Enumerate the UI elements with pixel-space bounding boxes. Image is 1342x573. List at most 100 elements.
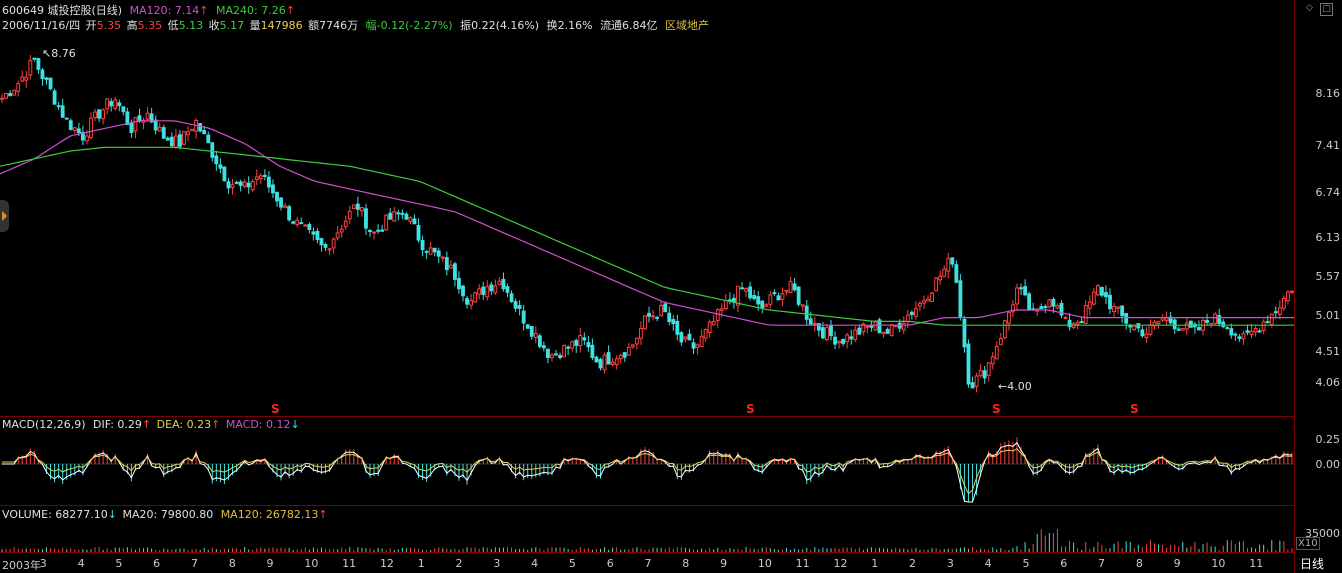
candle-body (978, 370, 983, 377)
candle-body (647, 312, 651, 317)
candle-body (517, 305, 522, 309)
date-tick: 4 (531, 557, 539, 570)
low-annotation: ←4.00 (998, 380, 1032, 393)
date-tick: 11 (1249, 557, 1264, 570)
candle-body (303, 224, 308, 227)
candle-body (93, 111, 97, 119)
candle-body (72, 127, 77, 132)
diamond-icon[interactable]: ◇ (1306, 3, 1313, 13)
candle-body (210, 142, 215, 158)
candle-body (853, 329, 858, 341)
expand-panel-handle[interactable] (0, 200, 9, 232)
sector-link[interactable]: 区域地产 (665, 19, 710, 32)
amount-value: 额7746万 (308, 19, 359, 32)
date-tick: 2 (909, 557, 917, 570)
candle-body (974, 375, 979, 387)
candle-body (1261, 321, 1266, 331)
price-tick: 8.16 (1315, 87, 1341, 100)
candle-body (796, 286, 801, 305)
candle-body (1148, 324, 1153, 335)
date-tick: 7 (1098, 557, 1106, 570)
turnover-value: 换2.16% (546, 19, 593, 32)
candle-body (873, 321, 878, 331)
candle-body (986, 362, 991, 376)
candle-body (1112, 305, 1116, 312)
candle-body (230, 184, 235, 188)
candle-body (56, 105, 61, 108)
candle-body (161, 127, 166, 139)
s-marker[interactable]: S (746, 402, 755, 416)
candle-body (343, 220, 348, 228)
candle-body (1241, 333, 1246, 340)
candle-body (966, 343, 971, 385)
volume-header: VOLUME: 68277.10↓ MA20: 79800.80 MA120: … (2, 508, 332, 521)
dea-value: DEA: 0.23↑ (156, 418, 221, 431)
s-marker[interactable]: S (992, 402, 1001, 416)
candle-body (283, 205, 287, 208)
date-tick: 5 (1022, 557, 1030, 570)
candle-body (254, 176, 259, 180)
close-value: 收5.17 (208, 19, 245, 32)
candle-body (165, 137, 170, 141)
candle-body (198, 123, 203, 132)
candle-body (440, 256, 445, 259)
candle-body (756, 296, 761, 305)
candle-body (1120, 305, 1125, 317)
volume-chart[interactable] (0, 522, 1294, 552)
candle-body (339, 228, 344, 233)
candle-body (190, 128, 194, 132)
candle-body (950, 257, 955, 265)
candle-body (311, 231, 316, 235)
candle-body (1027, 293, 1032, 311)
dif-line (2, 441, 1293, 503)
candle-body (800, 304, 805, 307)
candle-body (327, 248, 332, 251)
date-tick: 9 (266, 557, 274, 570)
tab-daily[interactable]: 日线 (1300, 557, 1325, 571)
date-tick: 5 (568, 557, 576, 570)
candle-body (954, 264, 959, 283)
candle-body (416, 224, 421, 241)
date-tick: 8 (1135, 557, 1143, 570)
candle-body (1184, 322, 1189, 330)
candle-body (408, 217, 413, 222)
restore-icon[interactable]: □ (1320, 3, 1333, 16)
candle-body (1217, 315, 1222, 324)
candle-body (841, 338, 846, 344)
candle-body (691, 342, 696, 349)
s-marker[interactable]: S (271, 402, 280, 416)
candle-body (145, 112, 150, 120)
candle-body (1281, 297, 1286, 309)
candle-body (1063, 317, 1068, 320)
candle-body (562, 344, 567, 358)
date-tick: 4 (77, 557, 85, 570)
date-tick: 2003年 (2, 559, 41, 572)
candle-body (1124, 312, 1129, 324)
candle-body (48, 77, 53, 90)
candle-body (173, 135, 178, 148)
candle-body (926, 298, 930, 302)
candle-body (1245, 330, 1250, 333)
candle-body (1156, 320, 1161, 325)
candle-body (683, 336, 688, 340)
s-marker[interactable]: S (1130, 402, 1139, 416)
candle-body (1079, 321, 1084, 324)
candle-body (412, 218, 417, 225)
candle-body (1144, 333, 1149, 339)
candle-body (768, 294, 773, 305)
candle-body (182, 131, 186, 145)
candle-body (465, 298, 469, 305)
candle-body (792, 283, 797, 291)
candle-body (1273, 311, 1278, 314)
candle-body (820, 327, 825, 339)
candle-body (113, 99, 118, 109)
date-tick: 3 (946, 557, 954, 570)
candle-body (558, 354, 562, 359)
candle-body (489, 284, 494, 292)
candle-body (764, 304, 769, 307)
macd-chart[interactable] (0, 432, 1294, 504)
price-chart[interactable] (0, 30, 1294, 416)
candle-body (271, 184, 275, 194)
candle-body (388, 212, 393, 220)
date-tick: 6 (606, 557, 614, 570)
